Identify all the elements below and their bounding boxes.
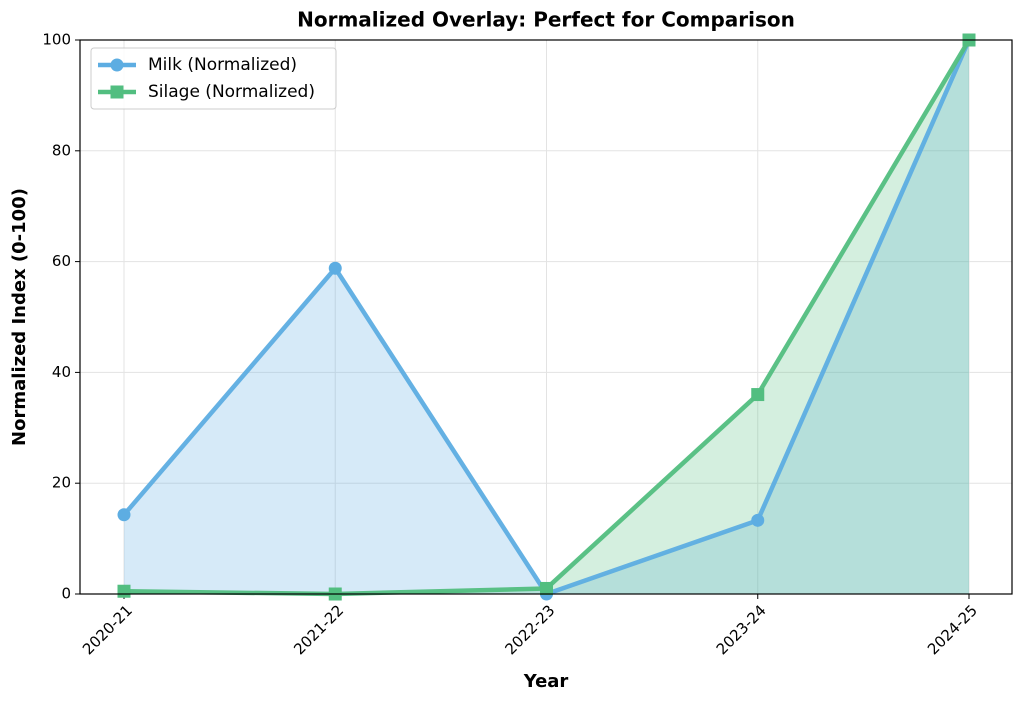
y-axis-label: Normalized Index (0-100) bbox=[9, 188, 30, 446]
marker bbox=[117, 584, 131, 598]
marker bbox=[751, 513, 765, 527]
marker bbox=[540, 581, 553, 595]
marker bbox=[328, 261, 342, 275]
x-tick-label: 2022-23 bbox=[501, 601, 558, 658]
x-axis-label: Year bbox=[523, 671, 569, 692]
y-tick-label: 60 bbox=[52, 252, 71, 270]
x-tick-label: 2020-21 bbox=[79, 601, 136, 658]
chart-title: Normalized Overlay: Perfect for Comparis… bbox=[297, 8, 795, 32]
y-tick-label: 100 bbox=[42, 31, 71, 49]
y-tick-label: 80 bbox=[52, 141, 71, 159]
x-tick-label: 2023-24 bbox=[713, 601, 770, 658]
area bbox=[124, 40, 969, 594]
x-tick-label: 2024-25 bbox=[924, 601, 981, 658]
legend: Milk (Normalized) Silage (Normalized) bbox=[90, 47, 337, 110]
legend-marker bbox=[110, 85, 124, 99]
legend-box bbox=[90, 47, 337, 110]
marker bbox=[117, 508, 131, 522]
legend-label: Silage (Normalized) bbox=[148, 82, 315, 102]
y-tick-label: 40 bbox=[52, 363, 71, 381]
area bbox=[124, 40, 969, 594]
legend-marker bbox=[110, 58, 124, 72]
legend-label: Milk (Normalized) bbox=[148, 55, 297, 75]
y-tick-label: 20 bbox=[52, 474, 71, 492]
y-tick-label: 0 bbox=[61, 585, 71, 603]
marker bbox=[751, 388, 765, 402]
x-tick-label: 2021-22 bbox=[290, 601, 347, 658]
plot-frame bbox=[79, 39, 1013, 595]
